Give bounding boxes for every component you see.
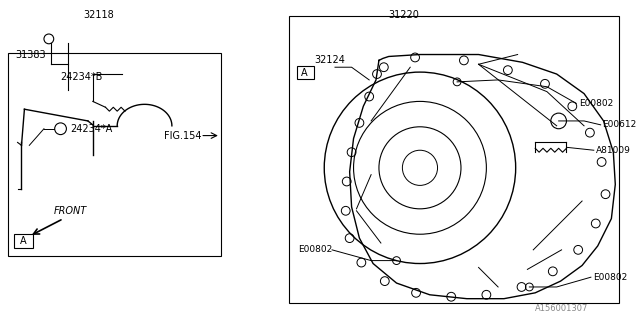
Text: A: A — [301, 68, 308, 78]
Text: E00802: E00802 — [298, 245, 332, 254]
Text: FIG.154: FIG.154 — [164, 131, 202, 140]
Text: 32124: 32124 — [314, 55, 346, 65]
Text: 24234*B: 24234*B — [61, 72, 103, 82]
Text: A: A — [20, 236, 27, 246]
Text: 32118: 32118 — [83, 11, 114, 20]
Text: E00612: E00612 — [603, 120, 637, 129]
Text: A81009: A81009 — [596, 146, 630, 155]
Text: E00802: E00802 — [593, 273, 627, 282]
Text: 24234*A: 24234*A — [70, 124, 113, 134]
Text: E00802: E00802 — [579, 99, 613, 108]
Text: 31220: 31220 — [388, 11, 420, 20]
Text: A156001307: A156001307 — [535, 304, 589, 313]
Text: FRONT: FRONT — [54, 206, 87, 216]
Text: 31383: 31383 — [15, 50, 46, 60]
